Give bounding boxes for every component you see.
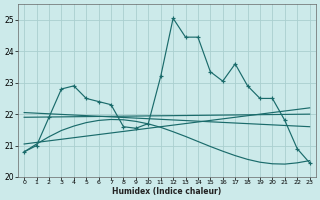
X-axis label: Humidex (Indice chaleur): Humidex (Indice chaleur) bbox=[112, 187, 221, 196]
